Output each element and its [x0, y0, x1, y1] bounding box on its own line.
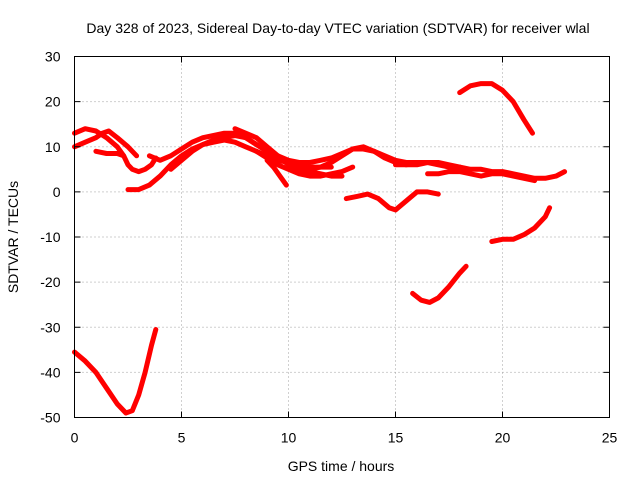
- series-arc-17: [72, 327, 159, 416]
- y-tick-label: 20: [45, 94, 61, 110]
- data-series: [72, 81, 568, 416]
- x-axis-label: GPS time / hours: [288, 458, 395, 474]
- series-arc-16: [489, 205, 553, 244]
- x-tick-label: 10: [281, 430, 297, 446]
- series-arc-11: [343, 189, 441, 213]
- axis-ticks: 0 5 10 15 20 25 -50 -40 -30 -20 -10 0 10 20 30: [40, 49, 617, 446]
- y-tick-label: -10: [40, 229, 60, 245]
- y-axis-label: SDTVAR / TECUs: [5, 181, 21, 293]
- series-arc-13: [425, 169, 538, 184]
- y-tick-label: 30: [45, 49, 61, 65]
- y-tick-label: 0: [53, 184, 61, 200]
- chart-title: Day 328 of 2023, Sidereal Day-to-day VTE…: [86, 20, 589, 36]
- series-arc-9: [264, 157, 289, 188]
- x-tick-label: 5: [178, 430, 186, 446]
- y-tick-label: -40: [40, 364, 60, 380]
- series-arc-3: [93, 148, 127, 159]
- grid: [74, 56, 610, 418]
- series-arc-15: [410, 263, 469, 305]
- y-tick-label: -50: [40, 410, 60, 426]
- series-arc-2: [72, 128, 140, 159]
- x-tick-label: 0: [71, 430, 79, 446]
- y-tick-label: 10: [45, 139, 61, 155]
- x-tick-label: 25: [602, 430, 618, 446]
- series-arc-1: [72, 126, 159, 175]
- x-tick-label: 15: [388, 430, 404, 446]
- y-tick-label: -20: [40, 274, 60, 290]
- y-tick-label: -30: [40, 319, 60, 335]
- series-arc-12: [393, 160, 568, 181]
- x-tick-label: 20: [495, 430, 511, 446]
- series-arc-14: [457, 81, 535, 136]
- series-arc-8: [253, 148, 356, 179]
